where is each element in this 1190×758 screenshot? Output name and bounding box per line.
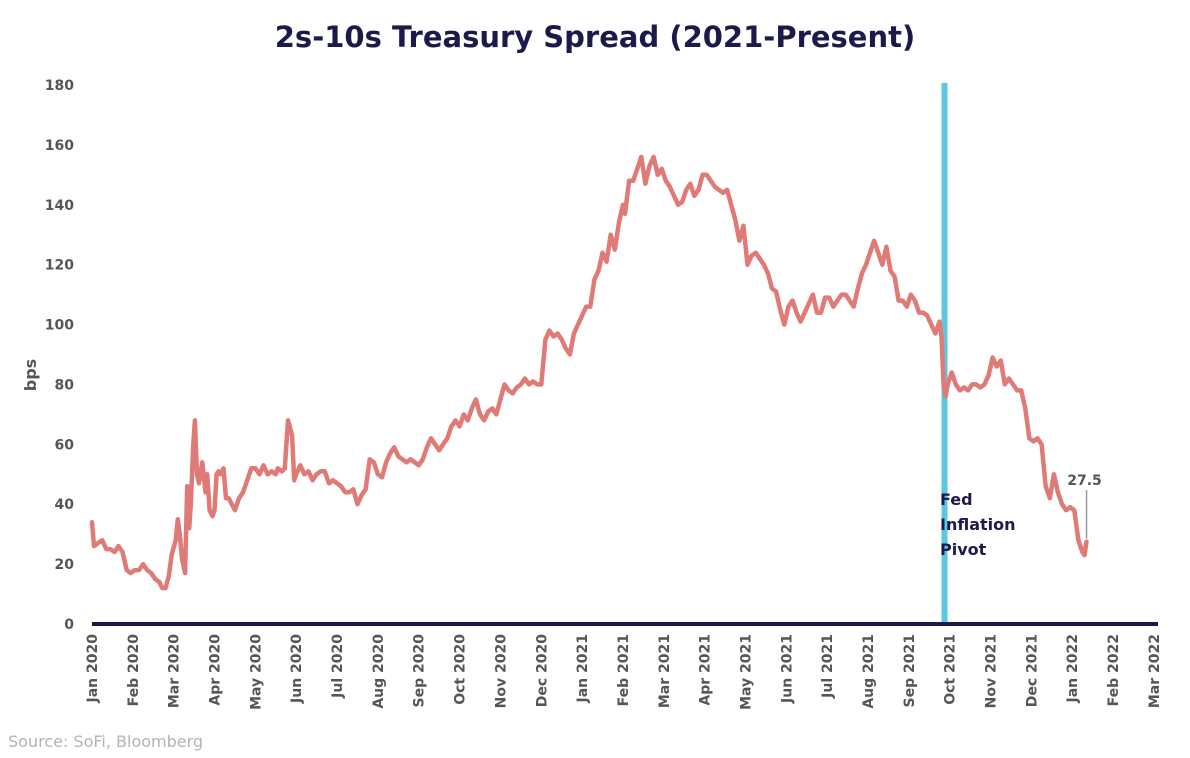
x-tick-label: Mar 2022: [1147, 634, 1163, 708]
y-tick-label: 60: [55, 437, 75, 453]
y-axis-title: bps: [21, 359, 40, 391]
x-tick-label: Feb 2022: [1106, 634, 1122, 706]
x-tick-label: Sep 2020: [412, 634, 428, 708]
x-tick-label: Nov 2020: [493, 634, 509, 709]
x-tick-label: May 2021: [738, 634, 754, 710]
x-tick-label: Jan 2020: [85, 634, 101, 704]
y-tick-label: 40: [55, 497, 75, 513]
y-tick-label: 140: [45, 198, 74, 214]
x-tick-label: May 2020: [248, 634, 264, 710]
x-tick-label: Mar 2020: [167, 634, 183, 708]
x-tick-label: Feb 2020: [126, 634, 142, 707]
pivot-label: Fed Inflation Pivot: [940, 490, 1016, 559]
y-axis: 0 20 40 60 80 100 120 140 160 180: [45, 78, 74, 633]
x-tick-label: Feb 2021: [616, 634, 632, 706]
x-tick-label: Aug 2021: [861, 634, 877, 709]
source-note: Source: SoFi, Bloomberg: [8, 732, 204, 751]
x-tick-label: Jun 2021: [779, 634, 795, 704]
series-line: [89, 154, 1089, 591]
x-tick-label: Aug 2020: [371, 634, 387, 709]
chart-title: 2s-10s Treasury Spread (2021-Present): [274, 20, 916, 54]
x-tick-label: Jun 2020: [289, 634, 305, 704]
x-tick-label: Jan 2022: [1065, 634, 1081, 703]
series-layer: [89, 154, 1089, 591]
annotation-layer: Fed Inflation Pivot 27.5: [940, 83, 1102, 622]
x-tick-label: Jul 2020: [330, 634, 346, 699]
y-tick-label: 160: [45, 138, 74, 154]
pivot-label-line: Pivot: [940, 540, 987, 559]
x-tick-label: Oct 2020: [453, 634, 469, 705]
x-tick-label: Jan 2021: [575, 634, 591, 703]
y-tick-label: 180: [45, 78, 74, 94]
y-tick-label: 120: [45, 258, 74, 274]
x-tick-label: Mar 2021: [657, 634, 673, 708]
y-tick-label: 20: [55, 557, 75, 573]
x-tick-label: Sep 2021: [902, 634, 918, 707]
end-value-label: 27.5: [1067, 473, 1102, 489]
y-tick-label: 80: [55, 377, 75, 393]
pivot-label-line: Fed: [940, 490, 973, 509]
x-tick-label: Jul 2021: [820, 634, 836, 699]
y-tick-label: 0: [64, 617, 74, 633]
x-tick-label: Dec 2021: [1024, 634, 1040, 707]
x-tick-label: Dec 2020: [534, 634, 550, 708]
x-tick-label: Apr 2021: [698, 634, 714, 706]
x-tick-label: Apr 2020: [208, 634, 224, 706]
x-tick-label: Nov 2021: [984, 634, 1000, 708]
x-axis: Jan 2020 Feb 2020 Mar 2020 Apr 2020 May 2020…: [85, 634, 1163, 710]
x-tick-label: Oct 2021: [943, 634, 959, 705]
y-tick-label: 100: [45, 318, 74, 334]
pivot-label-line: Inflation: [940, 515, 1016, 534]
